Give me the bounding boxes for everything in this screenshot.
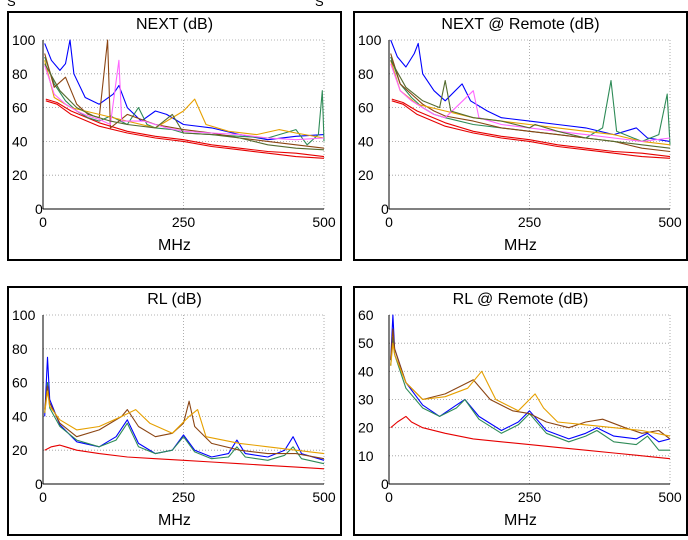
series-line-0 [45,100,325,159]
y-tick-label: 20 [12,442,28,458]
x-axis-label: MHz [504,237,537,254]
chart-title: RL @ Remote (dB) [452,291,589,308]
series-line-3 [44,385,325,460]
chart-plot-rl: 0 20 40 60 80 100 0 250 500 [12,307,336,505]
y-tick-label: 50 [358,335,374,351]
chart-plot-rl-remote: 0 10 20 30 40 50 60 0 250 500 [358,307,682,505]
series-line-4 [390,342,671,437]
x-tick-label: 250 [518,214,542,230]
chart-plot-next: 0 20 40 60 80 100 0 250 500 [12,32,336,230]
series-line-2 [390,39,671,142]
x-axis-label: MHz [158,237,191,254]
x-tick-label: 0 [39,489,47,505]
top-right-mark: S [315,0,324,9]
chart-panel-next: NEXT (dB) 0 20 40 60 80 100 0 250 500 MHz [7,11,342,261]
y-tick-label: 20 [358,420,374,436]
x-tick-label: 500 [658,489,682,505]
y-tick-label: 60 [12,100,28,116]
chart-plot-next-remote: 0 20 40 60 80 100 0 250 500 [358,32,682,230]
x-tick-label: 250 [172,214,196,230]
chart-title: NEXT (dB) [135,16,214,33]
top-left-mark: S [7,0,16,9]
y-tick-label: 100 [358,32,382,48]
series-line-0 [44,444,325,470]
y-tick-label: 60 [358,307,374,323]
x-tick-label: 250 [518,489,542,505]
y-tick-label: 100 [12,32,36,48]
y-tick-label: 80 [12,341,28,357]
x-tick-label: 500 [312,489,336,505]
series-line-1 [391,98,671,158]
series-line-6 [390,63,671,142]
y-tick-label: 40 [358,363,374,379]
y-tick-label: 0 [381,476,389,492]
y-tick-label: 30 [358,392,374,408]
series-line-5 [44,60,325,139]
y-tick-label: 80 [12,66,28,82]
y-tick-label: 0 [381,201,389,217]
chart-title: NEXT @ Remote (dB) [441,16,600,33]
y-tick-label: 0 [35,201,43,217]
chart-title: RL (dB) [147,291,202,308]
y-tick-label: 80 [358,66,374,82]
x-tick-label: 0 [385,489,393,505]
series-line-6 [44,59,325,141]
x-tick-label: 0 [385,214,393,230]
y-tick-label: 10 [358,448,374,464]
x-tick-label: 250 [172,489,196,505]
x-tick-label: 0 [39,214,47,230]
x-tick-label: 500 [658,214,682,230]
series-line-1 [390,314,671,443]
series-line-0 [390,415,671,460]
series-line-4 [390,53,671,153]
y-tick-label: 100 [12,307,36,323]
y-tick-label: 40 [12,408,28,424]
y-tick-label: 20 [358,167,374,183]
x-tick-label: 500 [312,214,336,230]
series-line-7 [44,63,325,151]
series-line-1 [44,356,325,461]
y-tick-label: 60 [12,375,28,391]
chart-panel-next-remote: NEXT @ Remote (dB) 0 20 40 60 80 100 0 250 500 M… [353,11,688,261]
series-line-0 [391,100,671,159]
series-line-7 [390,60,671,149]
series-line-2 [44,382,325,465]
x-axis-label: MHz [504,512,537,529]
y-tick-label: 60 [358,100,374,116]
series-line-4 [44,390,325,455]
chart-panel-rl-remote: RL @ Remote (dB) 0 10 20 30 40 50 60 0 250 500 MH… [353,286,688,536]
chart-panel-rl: RL (dB) 0 20 40 60 80 100 0 250 500 MHz [7,286,342,536]
series-line-2 [390,336,670,451]
y-tick-label: 40 [12,133,28,149]
series-line-3 [44,56,325,146]
series-line-4 [44,39,325,149]
y-tick-label: 40 [358,133,374,149]
x-axis-label: MHz [158,512,191,529]
series-line-1 [45,98,325,158]
series-line-5 [390,60,671,146]
series-line-2 [44,39,325,141]
series-line-3 [390,328,671,440]
y-tick-label: 20 [12,167,28,183]
y-tick-label: 0 [35,476,43,492]
